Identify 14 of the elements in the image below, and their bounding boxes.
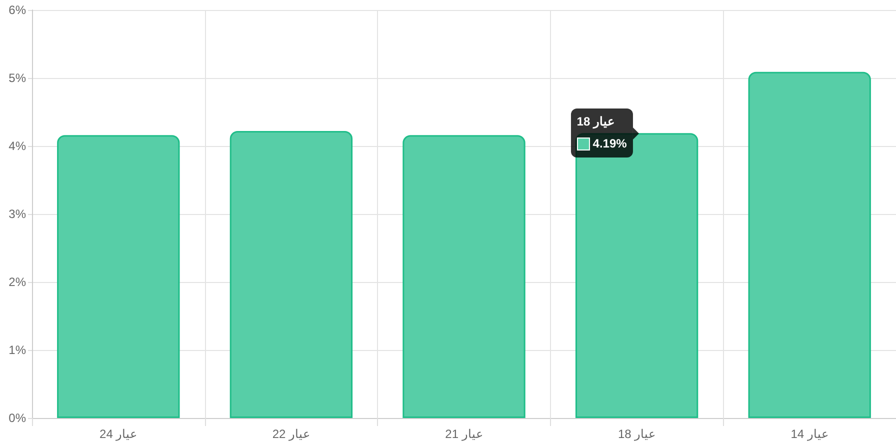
y-tick-label: 6% bbox=[8, 3, 26, 17]
y-tick-label: 0% bbox=[8, 411, 26, 425]
y-tick-label: 1% bbox=[8, 343, 26, 357]
y-tick-label: 3% bbox=[8, 207, 26, 221]
x-tick-label: عيار 18 bbox=[618, 427, 656, 441]
annotation: عيار 18 bbox=[576, 114, 614, 131]
y-tick-label: 2% bbox=[8, 275, 26, 289]
x-tick-label: عيار 14 bbox=[790, 427, 828, 441]
x-tick-label: عيار 24 bbox=[100, 427, 138, 441]
annotation: 4.19% bbox=[592, 136, 627, 153]
y-tick-label: 4% bbox=[8, 139, 26, 153]
x-tick-label: عيار 22 bbox=[272, 427, 310, 441]
x-tick-label: عيار 21 bbox=[445, 427, 483, 441]
y-tick-label: 5% bbox=[8, 71, 26, 85]
